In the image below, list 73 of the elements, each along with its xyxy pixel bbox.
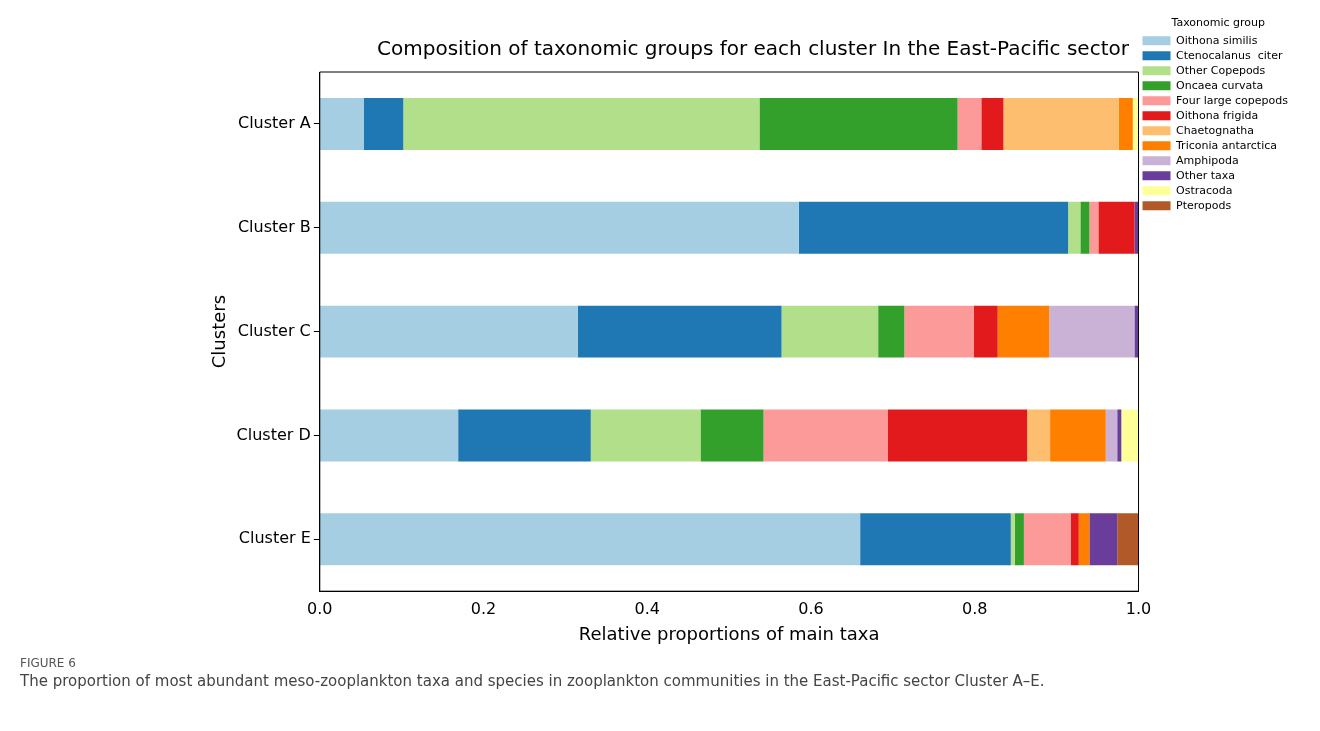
caption: FIGURE 6 bbox=[20, 656, 77, 670]
legend-label: Chaetognatha bbox=[1176, 123, 1254, 137]
bar bbox=[1117, 513, 1139, 566]
bar bbox=[319, 409, 459, 462]
bar bbox=[319, 97, 365, 150]
x-tick-label: 0.0 bbox=[307, 598, 333, 618]
bar bbox=[860, 513, 1011, 566]
bar bbox=[1089, 513, 1118, 566]
legend-label: Other taxa bbox=[1176, 168, 1236, 182]
y-tick-label: Cluster B bbox=[237, 216, 311, 236]
legend-label: Pteropods bbox=[1176, 198, 1232, 212]
bar bbox=[1049, 305, 1135, 358]
bar bbox=[1121, 409, 1139, 462]
chart-title: Composition of taxonomic groups for each cluster In the East-Pacific sector bbox=[377, 36, 1130, 61]
bar bbox=[981, 97, 1004, 150]
bar bbox=[1023, 513, 1071, 566]
text: The proportion of most abundant meso-zooplankton taxa and species in zooplankton communities in the East-Pacific sector Cluster A–E. bbox=[20, 672, 1046, 690]
legend-label: Triconia antarctica bbox=[1175, 138, 1277, 152]
legend-label: Four large copepods bbox=[1176, 93, 1289, 107]
bar bbox=[781, 305, 879, 358]
bar bbox=[577, 305, 782, 358]
bar bbox=[364, 97, 404, 150]
x-tick-label: 0.2 bbox=[470, 598, 497, 618]
bar bbox=[759, 97, 958, 150]
x-tick-label: 0.8 bbox=[962, 598, 988, 618]
x-tick-label: 1.0 bbox=[1125, 598, 1152, 618]
bar bbox=[1010, 513, 1015, 566]
bar bbox=[700, 409, 764, 462]
bar bbox=[997, 305, 1050, 358]
bar bbox=[798, 201, 1069, 254]
bar bbox=[1050, 409, 1106, 462]
bar bbox=[319, 201, 799, 254]
legend-label: Ostracoda bbox=[1176, 183, 1233, 197]
y-axis-title: Clusters bbox=[208, 294, 230, 369]
legend-label: Amphipoda bbox=[1176, 153, 1239, 167]
y-tick-label: Cluster D bbox=[236, 424, 311, 444]
bar bbox=[590, 409, 701, 462]
bar bbox=[1134, 305, 1139, 358]
bar bbox=[1105, 409, 1118, 462]
legend-title: Taxonomic group bbox=[1170, 16, 1266, 30]
bar bbox=[1134, 201, 1139, 254]
y-tick-label: Cluster A bbox=[237, 113, 311, 133]
y-tick-label: Cluster C bbox=[237, 320, 311, 340]
bar bbox=[403, 97, 760, 150]
legend-label: Oithona similis bbox=[1176, 33, 1258, 47]
bar bbox=[1027, 409, 1051, 462]
bar bbox=[319, 513, 861, 566]
legend-label: Ctenocalanus citer bbox=[1176, 48, 1283, 62]
y-tick-label: Cluster E bbox=[238, 528, 311, 548]
bar bbox=[1089, 201, 1099, 254]
bar bbox=[973, 305, 998, 358]
bar bbox=[1068, 201, 1081, 254]
bar bbox=[1078, 513, 1090, 566]
bar bbox=[887, 409, 1028, 462]
legend-label: Oncaea curvata bbox=[1176, 78, 1264, 92]
legend-label: Oithona frigida bbox=[1176, 108, 1259, 122]
bar bbox=[878, 305, 905, 358]
bar bbox=[1118, 97, 1133, 150]
bar bbox=[1003, 97, 1119, 150]
bar bbox=[1117, 409, 1122, 462]
bar bbox=[1014, 513, 1024, 566]
bar bbox=[1070, 513, 1079, 566]
bar bbox=[957, 97, 982, 150]
legend-label: Other Copepods bbox=[1176, 63, 1266, 77]
bar bbox=[904, 305, 974, 358]
x-tick-label: 0.4 bbox=[634, 598, 661, 618]
bar bbox=[458, 409, 591, 462]
bar bbox=[763, 409, 888, 462]
bar bbox=[319, 305, 578, 358]
bar bbox=[1080, 201, 1090, 254]
bar bbox=[1098, 201, 1135, 254]
x-axis-title: Relative proportions of main taxa bbox=[578, 622, 880, 644]
x-tick-label: 0.6 bbox=[798, 598, 824, 618]
